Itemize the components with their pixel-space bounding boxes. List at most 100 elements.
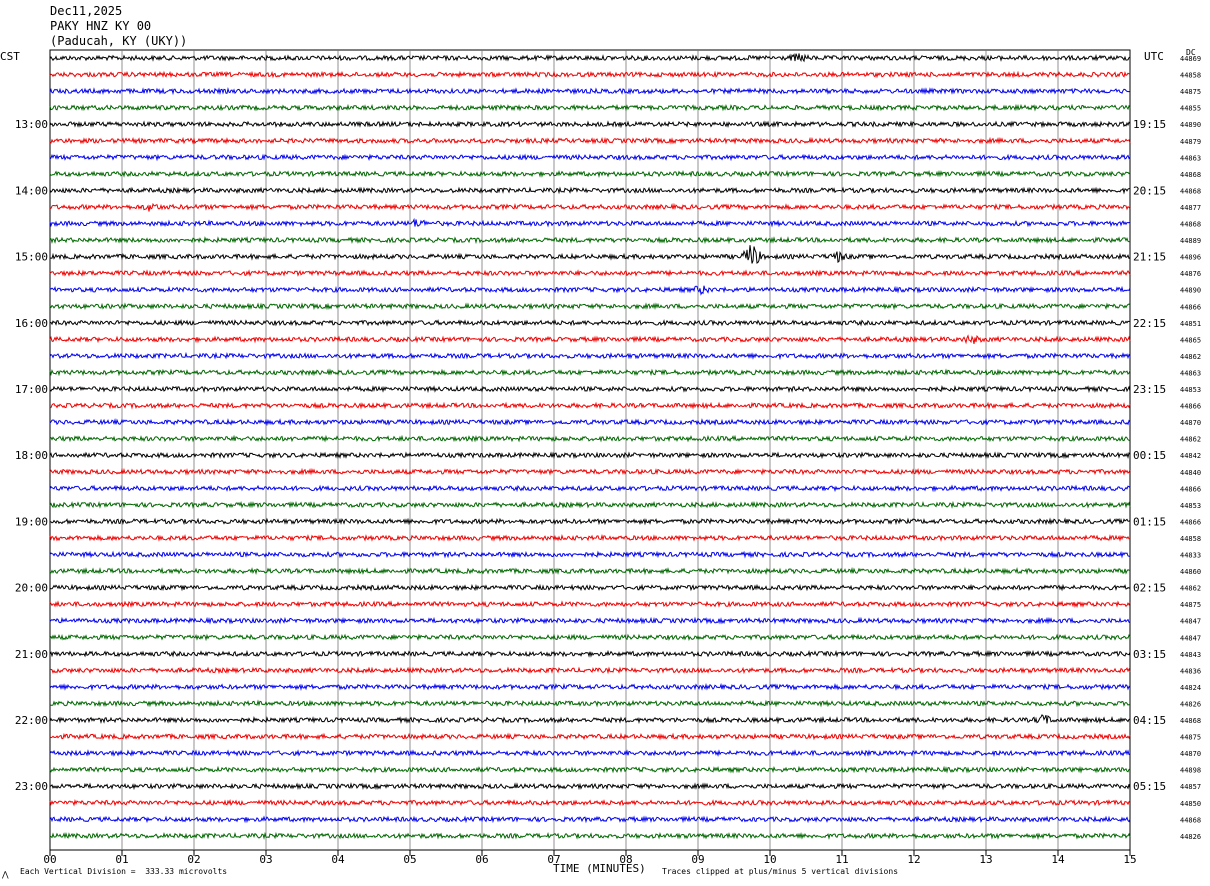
utc-hour-label: 00:15 [1133,449,1166,462]
seismic-trace [49,103,1131,112]
x-tick-label: 11 [835,853,848,866]
seismic-trace [49,86,1131,96]
seismic-trace [49,202,1131,212]
seismic-trace [49,302,1131,311]
cst-hour-label: 22:00 [15,714,48,727]
dc-offset-label: 44875 [1180,88,1201,96]
x-tick-label: 12 [907,853,920,866]
x-tick-label: 04 [331,853,345,866]
cst-hour-label: 20:00 [15,582,48,595]
cst-hour-label: 15:00 [15,251,48,264]
dc-offset-label: 44824 [1180,684,1201,692]
seismic-trace [49,666,1131,675]
dc-offset-label: 44866 [1180,403,1201,411]
utc-hour-label: 23:15 [1133,383,1166,396]
dc-offset-label: 44879 [1180,138,1201,146]
dc-offset-label: 44862 [1180,585,1201,593]
minute-gridlines [121,50,1059,850]
cst-hour-label: 17:00 [15,383,48,396]
x-tick-label: 00 [43,853,56,866]
seismic-traces [49,53,1131,840]
dc-offset-label: 44847 [1180,618,1201,626]
dc-offset-label: 44851 [1180,320,1201,328]
x-tick-label: 09 [691,853,704,866]
seismic-trace [49,533,1131,542]
x-tick-label: 15 [1123,853,1136,866]
x-tick-label: 07 [547,853,560,866]
cst-hour-label: 21:00 [15,648,48,661]
dc-offset-label: 44850 [1180,800,1201,808]
seismic-trace [49,120,1131,129]
utc-hour-label: 03:15 [1133,648,1166,661]
seismic-trace [49,616,1131,625]
station-title: PAKY HNZ KY 00 [50,19,152,33]
x-tick-label: 08 [619,853,632,866]
seismic-trace [49,732,1131,741]
dc-offset-label: 44896 [1180,254,1201,262]
dc-offset-label: 44890 [1180,121,1201,129]
dc-offset-label: 44863 [1180,369,1201,377]
cst-hour-label: 18:00 [15,449,48,462]
seismic-trace [49,566,1131,576]
dc-offset-label: 44826 [1180,833,1201,841]
seismic-trace [49,699,1131,708]
cst-hour-label: 23:00 [15,780,48,793]
utc-hour-label: 19:15 [1133,118,1166,131]
cst-hour-label: 13:00 [15,118,48,131]
utc-hour-label: 21:15 [1133,251,1166,264]
dc-offset-label: 44868 [1180,187,1201,195]
seismic-trace [49,136,1131,145]
dc-offset-label: 44868 [1180,717,1201,725]
dc-offset-label: 44869 [1180,55,1201,63]
seismic-trace [49,70,1131,79]
dc-offset-label: 44836 [1180,667,1201,675]
dc-offset-label: 44865 [1180,336,1201,344]
seismic-trace [49,682,1131,692]
location-title: (Paducah, KY (UKY)) [50,34,188,48]
dc-offset-label: 44862 [1180,353,1201,361]
dc-offset-label: 44833 [1180,552,1201,560]
clip-note: Traces clipped at plus/minus 5 vertical … [662,867,899,876]
x-tick-label: 03 [259,853,272,866]
seismic-trace [49,385,1131,394]
dc-offset-label: 44858 [1180,72,1201,80]
right-hour-labels: 19:15 20:15 21:15 22:15 23:15 00:15 01:15 02:15… [1133,118,1166,793]
left-hour-labels: 13:00 14:00 15:00 16:00 17:00 18:00 19:00 20:00… [15,118,48,793]
seismic-trace [49,633,1131,642]
seismic-trace [49,269,1131,278]
dc-offset-label: 44862 [1180,436,1201,444]
utc-hour-label: 01:15 [1133,515,1166,528]
seismic-trace [49,53,1131,63]
seismic-trace [49,550,1130,559]
seismic-trace [49,831,1131,840]
dc-offset-label: 44826 [1180,700,1201,708]
seismic-trace [49,186,1130,195]
x-tick-label: 10 [763,853,776,866]
dc-offset-label: 44870 [1180,419,1201,427]
dc-column-label: DC [1186,48,1196,57]
dc-offset-label: 44877 [1180,204,1201,212]
seismic-trace [49,782,1131,791]
left-timezone-label: CST [0,50,20,63]
seismic-trace [49,334,1131,345]
seismic-trace [49,467,1131,476]
seismic-trace [49,600,1131,609]
seismic-trace [49,714,1131,725]
cst-hour-label: 19:00 [15,515,48,528]
seismic-trace [49,318,1131,327]
x-tick-label: 06 [475,853,488,866]
dc-offset-label: 44889 [1180,237,1201,245]
dc-offset-label: 44866 [1180,303,1201,311]
utc-hour-label: 20:15 [1133,184,1166,197]
dc-offset-label: 44876 [1180,270,1201,278]
seismic-trace [49,765,1131,774]
utc-hour-label: 22:15 [1133,317,1166,330]
corner-mark: ⋀ [2,870,9,879]
dc-offset-label: 44853 [1180,502,1201,510]
dc-offset-label: 44857 [1180,783,1201,791]
cst-hour-label: 14:00 [15,184,48,197]
utc-hour-label: 05:15 [1133,780,1166,793]
seismic-trace [49,500,1131,509]
seismic-trace [49,351,1131,361]
dc-offset-label: 44847 [1180,634,1201,642]
